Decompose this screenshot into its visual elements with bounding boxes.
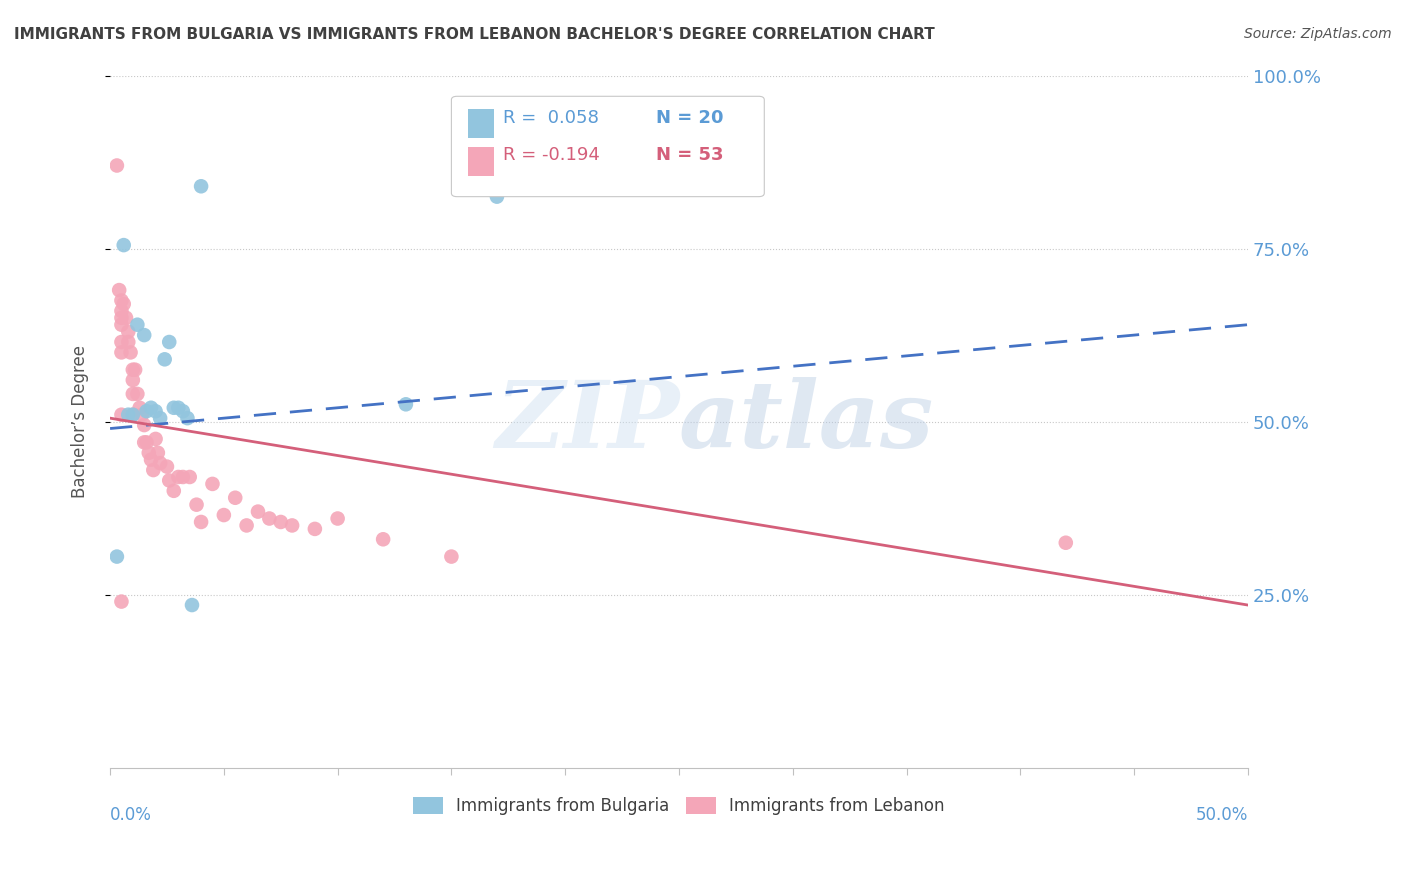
Point	[224, 491, 246, 505]
Point	[121, 408, 143, 422]
Point	[172, 470, 194, 484]
Point	[117, 325, 139, 339]
Point	[127, 318, 149, 332]
FancyBboxPatch shape	[451, 96, 765, 196]
Point	[190, 515, 212, 529]
Point	[149, 456, 172, 470]
Point	[121, 373, 143, 387]
Text: 50.0%: 50.0%	[1195, 805, 1249, 824]
Point	[115, 310, 138, 325]
Point	[134, 418, 156, 433]
Point	[142, 463, 165, 477]
Point	[181, 598, 204, 612]
Text: ZIP: ZIP	[495, 376, 679, 467]
Point	[235, 518, 257, 533]
Y-axis label: Bachelor’s Degree: Bachelor’s Degree	[72, 345, 89, 498]
Point	[167, 401, 190, 415]
Point	[121, 387, 143, 401]
Point	[157, 334, 180, 349]
Text: N = 20: N = 20	[657, 109, 724, 127]
Point	[135, 435, 157, 450]
Point	[326, 511, 349, 525]
Text: atlas: atlas	[679, 376, 934, 467]
Point	[121, 362, 143, 376]
Point	[176, 411, 198, 425]
Point	[153, 352, 176, 367]
Point	[110, 334, 132, 349]
Point	[112, 297, 135, 311]
Point	[131, 408, 153, 422]
Point	[163, 401, 186, 415]
Point	[373, 533, 395, 547]
Point	[110, 345, 132, 359]
Point	[179, 470, 201, 484]
Point	[157, 474, 180, 488]
Point	[105, 549, 128, 564]
Point	[110, 304, 132, 318]
Point	[139, 401, 162, 415]
Text: 0.0%: 0.0%	[110, 805, 152, 824]
Point	[146, 446, 169, 460]
Point	[105, 159, 128, 173]
Point	[149, 411, 172, 425]
Point	[281, 518, 304, 533]
Point	[156, 459, 179, 474]
Text: R = -0.194: R = -0.194	[502, 146, 599, 164]
Point	[110, 594, 132, 608]
Point	[134, 435, 156, 450]
Point	[117, 408, 139, 422]
FancyBboxPatch shape	[468, 147, 494, 176]
Point	[145, 432, 167, 446]
Point	[139, 452, 162, 467]
Point	[186, 498, 208, 512]
Point	[201, 476, 224, 491]
FancyBboxPatch shape	[468, 109, 494, 138]
Text: R =  0.058: R = 0.058	[502, 109, 599, 127]
Point	[110, 310, 132, 325]
Text: Source: ZipAtlas.com: Source: ZipAtlas.com	[1244, 27, 1392, 41]
Point	[108, 283, 131, 297]
Point	[121, 408, 143, 422]
Text: IMMIGRANTS FROM BULGARIA VS IMMIGRANTS FROM LEBANON BACHELOR'S DEGREE CORRELATIO: IMMIGRANTS FROM BULGARIA VS IMMIGRANTS F…	[14, 27, 935, 42]
Point	[134, 328, 156, 343]
Point	[485, 189, 508, 203]
Point	[110, 318, 132, 332]
Point	[270, 515, 292, 529]
Point	[440, 549, 463, 564]
Point	[259, 511, 281, 525]
Point	[110, 408, 132, 422]
Point	[1054, 535, 1077, 549]
Point	[110, 293, 132, 308]
Point	[120, 345, 142, 359]
Point	[163, 483, 186, 498]
Point	[190, 179, 212, 194]
Legend: Immigrants from Bulgaria, Immigrants from Lebanon: Immigrants from Bulgaria, Immigrants fro…	[406, 790, 952, 822]
Point	[172, 404, 194, 418]
Point	[395, 397, 418, 411]
Point	[212, 508, 235, 522]
Point	[135, 404, 157, 418]
Point	[167, 470, 190, 484]
Point	[304, 522, 326, 536]
Text: N = 53: N = 53	[657, 146, 724, 164]
Point	[145, 404, 167, 418]
Point	[138, 446, 160, 460]
Point	[246, 505, 269, 519]
Point	[127, 387, 149, 401]
Point	[117, 334, 139, 349]
Point	[112, 238, 135, 252]
Point	[124, 362, 146, 376]
Point	[128, 401, 150, 415]
